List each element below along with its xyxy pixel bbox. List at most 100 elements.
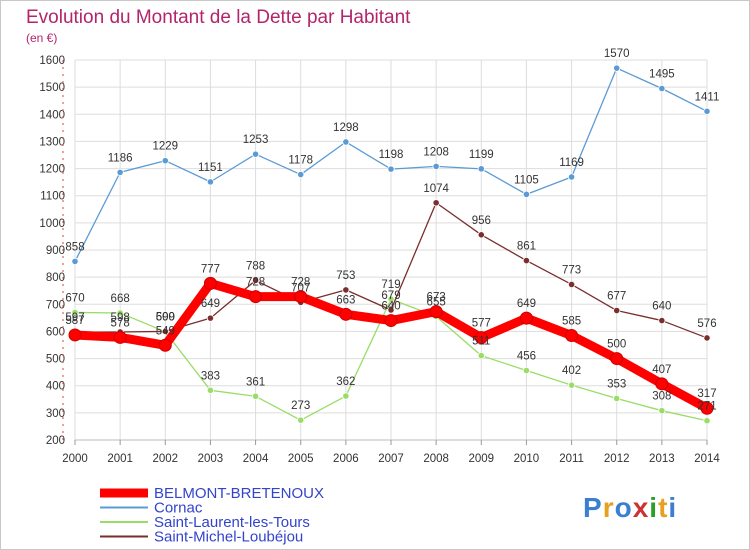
data-point-saint-laurent-les-tours [522, 366, 531, 375]
data-point-cornac [116, 168, 124, 176]
data-label-belmont-bretenoux: 549 [156, 325, 175, 337]
x-tick-label: 2008 [423, 453, 449, 465]
data-label-cornac: 1105 [514, 174, 539, 186]
data-point-cornac [297, 170, 305, 179]
data-point-cornac [432, 162, 440, 170]
logo-letter: o [615, 492, 633, 523]
data-label-cornac: 1495 [649, 69, 675, 81]
data-point-saint-michel-loub-jou [703, 334, 711, 342]
data-label-cornac: 1199 [469, 149, 494, 161]
series-layer [68, 64, 714, 425]
data-point-saint-laurent-les-tours [71, 308, 79, 317]
data-point-saint-laurent-les-tours [567, 381, 576, 389]
y-tick-label: 1300 [39, 136, 65, 148]
chart-title: Evolution du Montant de la Dette par Hab… [26, 7, 411, 28]
data-label-cornac: 858 [65, 241, 84, 253]
x-tick-label: 2011 [559, 453, 584, 465]
data-point-saint-laurent-les-tours [387, 295, 395, 303]
data-label-cornac: 1253 [243, 134, 269, 146]
data-point-saint-laurent-les-tours [342, 392, 350, 400]
data-point-cornac [477, 165, 485, 173]
logo-letter: i [649, 492, 658, 523]
data-point-belmont-bretenoux [565, 329, 579, 342]
data-label-saint-laurent-les-tours: 599 [156, 312, 175, 324]
data-label-cornac: 1169 [559, 157, 584, 169]
data-point-saint-michel-loub-jou [658, 316, 666, 325]
logo-letter: t [658, 492, 668, 523]
data-point-cornac [251, 150, 260, 158]
data-label-cornac: 1208 [423, 146, 449, 158]
x-tick-label: 2002 [152, 453, 178, 465]
logo-letter: P [583, 492, 603, 523]
data-point-belmont-bretenoux [203, 276, 217, 290]
data-point-belmont-bretenoux [68, 328, 82, 342]
data-label-saint-michel-loub-jou: 598 [111, 312, 130, 324]
data-point-saint-michel-loub-jou [387, 306, 395, 314]
data-point-saint-laurent-les-tours [116, 309, 124, 317]
data-point-belmont-bretenoux [429, 305, 443, 319]
data-label-saint-michel-loub-jou: 677 [607, 291, 626, 303]
y-tick-label: 1000 [39, 218, 65, 230]
data-label-cornac: 1411 [695, 91, 720, 103]
data-point-saint-michel-loub-jou [432, 199, 440, 207]
data-label-saint-michel-loub-jou: 600 [156, 311, 175, 323]
data-label-saint-laurent-les-tours: 273 [291, 400, 310, 412]
data-label-belmont-bretenoux: 500 [607, 339, 626, 351]
legend-item-saint-michel-loub-jou: Saint-Michel-Loubéjou [100, 529, 303, 546]
data-label-belmont-bretenoux: 777 [201, 263, 220, 275]
y-tick-label: 1500 [39, 82, 65, 94]
data-label-belmont-bretenoux: 578 [111, 317, 130, 329]
x-tick-label: 2006 [333, 453, 359, 465]
y-tick-label: 300 [46, 408, 65, 420]
data-label-saint-michel-loub-jou: 753 [336, 270, 355, 282]
data-label-saint-michel-loub-jou: 640 [652, 301, 671, 313]
data-point-belmont-bretenoux [610, 352, 624, 366]
data-label-saint-laurent-les-tours: 271 [697, 401, 716, 413]
data-label-belmont-bretenoux: 728 [246, 277, 265, 289]
data-point-belmont-bretenoux [384, 314, 398, 328]
data-label-belmont-bretenoux: 673 [427, 292, 446, 304]
data-point-saint-michel-loub-jou [522, 256, 531, 265]
data-label-belmont-bretenoux: 587 [65, 315, 84, 327]
logo-text: Proxiti [583, 492, 677, 523]
data-label-saint-michel-loub-jou: 576 [697, 318, 716, 330]
data-point-cornac [387, 165, 395, 173]
data-label-saint-michel-loub-jou: 788 [246, 260, 265, 272]
chart-subtitle: (en €) [26, 31, 57, 45]
x-tick-label: 2007 [378, 453, 404, 465]
data-point-saint-michel-loub-jou [161, 327, 169, 336]
data-point-saint-michel-loub-jou [613, 306, 621, 315]
data-label-cornac: 1186 [108, 152, 133, 164]
legend-label: Saint-Laurent-les-Tours [154, 514, 310, 531]
data-point-belmont-bretenoux [519, 311, 533, 325]
data-label-saint-laurent-les-tours: 456 [517, 351, 536, 363]
data-label-saint-laurent-les-tours: 353 [607, 378, 626, 390]
data-label-belmont-bretenoux: 649 [517, 298, 536, 310]
data-point-belmont-bretenoux [113, 330, 127, 344]
data-label-belmont-bretenoux: 577 [472, 318, 491, 330]
data-point-cornac [658, 84, 666, 93]
x-tick-label: 2013 [649, 453, 675, 465]
logo-letter: i [668, 492, 677, 523]
data-label-saint-michel-loub-jou: 649 [201, 298, 220, 310]
y-tick-label: 1100 [40, 191, 65, 203]
data-label-belmont-bretenoux: 585 [562, 316, 581, 328]
data-label-belmont-bretenoux: 640 [381, 301, 400, 313]
x-tick-label: 2004 [243, 453, 269, 465]
data-point-cornac [206, 178, 215, 186]
data-label-saint-laurent-les-tours: 511 [472, 336, 490, 348]
data-label-belmont-bretenoux: 728 [291, 277, 310, 289]
data-label-saint-laurent-les-tours: 383 [201, 370, 220, 382]
y-tick-label: 1400 [39, 109, 65, 121]
data-label-saint-michel-loub-jou: 1074 [423, 183, 449, 195]
legend-item-cornac: Cornac [100, 500, 203, 517]
data-point-saint-laurent-les-tours [297, 416, 305, 424]
data-label-belmont-bretenoux: 317 [697, 388, 716, 400]
series-belmont-bretenoux [68, 276, 714, 415]
data-label-cornac: 1178 [288, 155, 313, 167]
data-point-saint-laurent-les-tours [251, 392, 260, 400]
data-point-cornac [161, 157, 169, 165]
series-cornac [71, 64, 711, 265]
data-label-cornac: 1229 [152, 141, 178, 153]
